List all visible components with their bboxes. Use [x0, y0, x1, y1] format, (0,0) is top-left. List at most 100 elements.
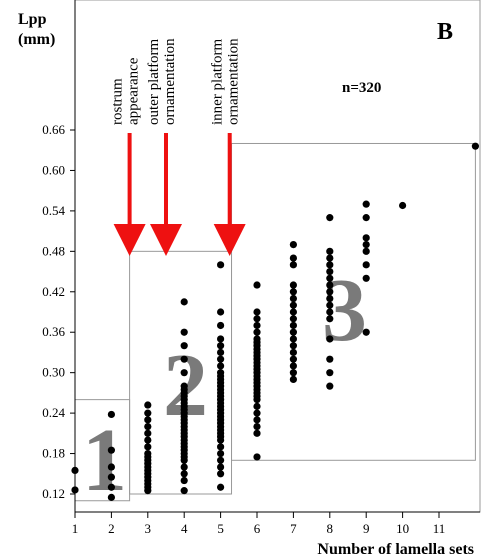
annotation-line2: ornamentation	[226, 38, 242, 125]
y-axis-label-line1: Lpp	[18, 11, 47, 28]
data-point	[326, 308, 334, 316]
x-tick-label: 11	[433, 521, 446, 536]
data-point	[253, 453, 261, 461]
data-point	[144, 416, 152, 424]
x-ticks: 1 2 3 4 5 6 7 8 9 10 11	[72, 512, 446, 536]
y-tick-label: 0.12	[42, 486, 65, 501]
y-tick-label: 0.60	[42, 162, 65, 177]
data-point	[253, 402, 261, 410]
annotation-2: outer platform ornamentation	[146, 38, 182, 256]
data-point	[289, 254, 297, 262]
data-point	[217, 443, 225, 451]
x-tick-label: 8	[327, 521, 334, 536]
panel-label: B	[437, 19, 453, 45]
group-number-1: 1	[82, 411, 127, 510]
data-point	[217, 470, 225, 478]
data-point	[471, 142, 479, 150]
annotation-line2: ornamentation	[162, 38, 178, 125]
data-point	[107, 483, 115, 491]
data-point	[326, 315, 334, 323]
data-point	[71, 486, 79, 494]
data-point	[326, 261, 334, 269]
group-boxes	[74, 142, 476, 502]
y-tick-label: 0.36	[42, 324, 65, 339]
data-point	[289, 328, 297, 336]
data-point	[144, 436, 152, 444]
x-tick-label: 1	[72, 521, 79, 536]
data-point	[253, 429, 261, 437]
data-point	[326, 247, 334, 255]
y-tick-label: 0.24	[42, 405, 65, 420]
data-point	[217, 456, 225, 464]
data-point	[180, 298, 188, 306]
data-point	[107, 410, 115, 419]
data-point	[180, 463, 188, 471]
data-point	[326, 294, 334, 303]
data-point	[362, 247, 370, 255]
data-point	[217, 369, 225, 377]
x-tick-label: 5	[217, 521, 224, 536]
data-point	[217, 335, 225, 343]
data-point	[289, 375, 297, 384]
y-tick-label: 0.66	[42, 122, 65, 137]
data-point	[326, 355, 334, 363]
x-axis-label: Number of lamella sets	[317, 541, 474, 558]
data-point	[289, 321, 297, 330]
data-point	[217, 321, 225, 330]
data-points	[71, 142, 479, 501]
data-point	[144, 429, 152, 437]
data-point	[253, 321, 261, 330]
data-point	[217, 483, 225, 491]
data-point	[326, 254, 334, 262]
data-point	[362, 328, 370, 336]
data-point	[362, 274, 370, 282]
data-point	[289, 294, 297, 303]
data-point	[289, 369, 297, 377]
annotation-line2: appearance	[126, 57, 142, 125]
data-point	[107, 463, 115, 471]
data-point	[217, 308, 225, 316]
data-point	[289, 301, 297, 309]
data-point	[253, 416, 261, 424]
data-point	[217, 463, 225, 471]
data-point	[289, 355, 297, 363]
data-point	[253, 328, 261, 336]
data-point	[107, 446, 115, 454]
group-numbers: 123	[82, 261, 367, 510]
data-point	[180, 382, 188, 390]
data-point	[289, 261, 297, 269]
y-tick-label: 0.42	[42, 284, 65, 299]
data-point	[362, 261, 370, 269]
data-point	[362, 214, 370, 222]
data-point	[399, 201, 407, 210]
data-point	[107, 493, 115, 501]
x-tick-label: 2	[108, 521, 115, 536]
data-point	[289, 240, 297, 249]
y-tick-label: 0.54	[42, 203, 65, 218]
y-axis-label-line2: (mm)	[18, 31, 55, 48]
annotation-line1: outer platform	[146, 38, 162, 125]
y-tick-label: 0.48	[42, 243, 65, 258]
data-point	[326, 288, 334, 296]
data-point	[326, 335, 334, 343]
data-point	[362, 234, 370, 242]
data-point	[326, 301, 334, 309]
data-point	[289, 342, 297, 350]
data-point	[144, 449, 152, 458]
annotation-line1: inner platform	[210, 38, 226, 125]
data-point	[253, 335, 261, 343]
data-point	[326, 281, 334, 289]
data-point	[107, 473, 115, 481]
x-tick-label: 10	[396, 521, 409, 536]
y-ticks: 0.12 0.18 0.24 0.30 0.36 0.42 0.48 0.54 0.60 0.66	[42, 122, 75, 501]
x-tick-label: 3	[145, 521, 152, 536]
y-tick-label: 0.30	[42, 365, 65, 380]
data-point	[217, 261, 225, 269]
sample-count-label: n=320	[342, 80, 381, 96]
x-tick-label: 4	[181, 521, 188, 536]
data-point	[217, 362, 225, 370]
data-point	[289, 281, 297, 289]
data-point	[289, 315, 297, 323]
group-box-3	[231, 142, 476, 461]
x-tick-label: 6	[254, 521, 261, 536]
